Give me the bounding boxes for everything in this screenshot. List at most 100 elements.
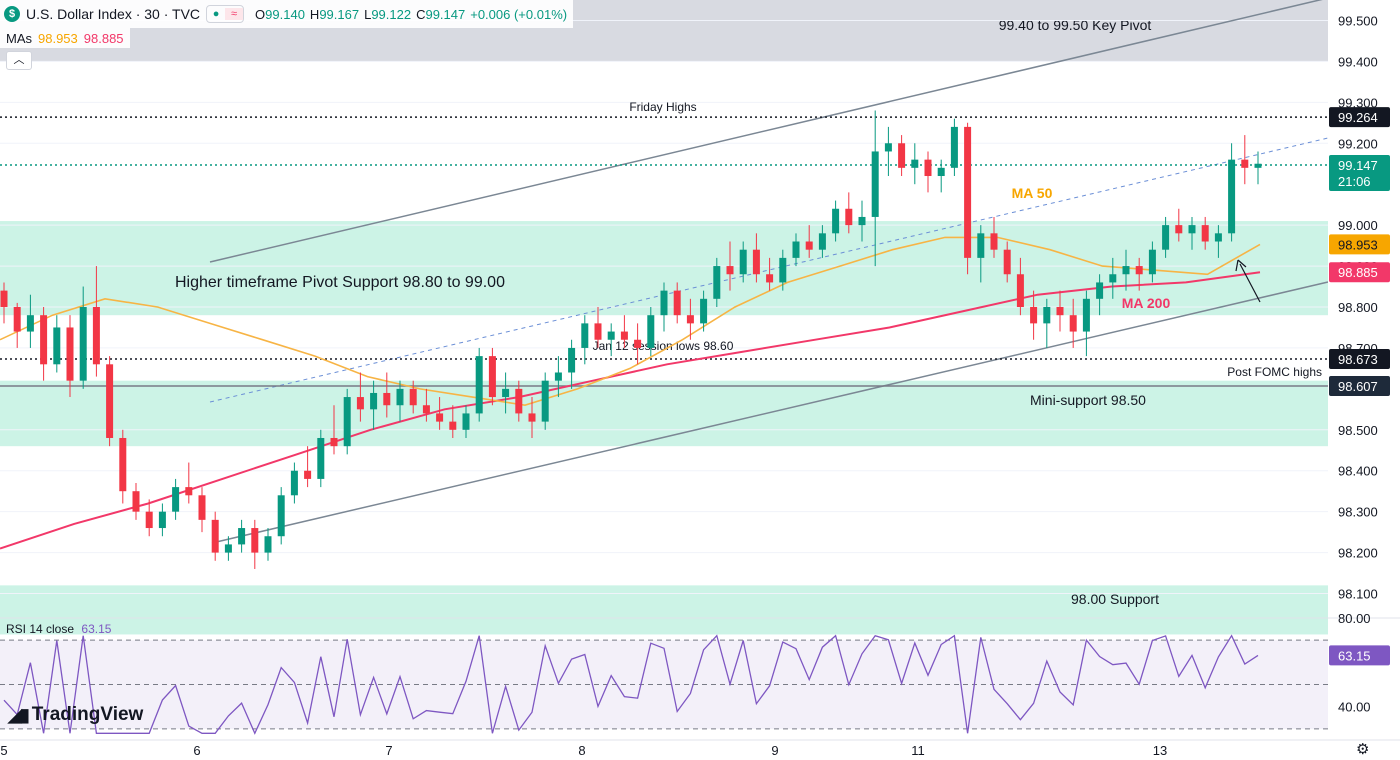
candle-body — [1109, 274, 1117, 283]
price-tag-bg — [1329, 262, 1390, 283]
candle-body — [53, 327, 61, 365]
candle-body — [475, 356, 483, 414]
open-label: O — [255, 6, 266, 22]
candle-body — [119, 437, 127, 492]
candle-body — [264, 536, 272, 553]
candle-body — [66, 327, 74, 381]
zone-label-1: Higher timeframe Pivot Support 98.80 to … — [175, 274, 505, 291]
candle-body — [132, 491, 140, 512]
candle-body — [13, 307, 21, 332]
candle-body — [898, 143, 906, 168]
candle-body — [634, 339, 642, 348]
candle-body — [198, 495, 206, 520]
time-tick-label: 7 — [385, 743, 392, 758]
data-delay-icon: ≈ — [225, 8, 244, 20]
rsi-line — [3, 634, 1259, 735]
friday-highs-label: Friday Highs — [629, 100, 696, 114]
high-value: 99.167 — [319, 6, 360, 22]
post-fomc-label: Post FOMC highs — [1227, 365, 1322, 379]
candle-body — [383, 392, 391, 406]
price-tick-label: 99.000 — [1338, 218, 1378, 233]
price-tag-bg — [1329, 154, 1390, 191]
rsi-label: RSI 14 close — [6, 622, 75, 636]
candle-body — [330, 437, 338, 447]
time-tick-label: 13 — [1153, 743, 1167, 758]
rsi-tick-label: 80.00 — [1338, 611, 1371, 626]
zone-2 — [0, 380, 1328, 447]
channel-upper-line — [209, 0, 1323, 263]
candle-body — [343, 397, 351, 447]
candle-body — [937, 167, 945, 177]
candle-body — [502, 388, 510, 398]
symbol-header: $ U.S. Dollar Index · 30 · TVC ● ≈ O 99.… — [0, 0, 574, 28]
close-value: 99.147 — [425, 6, 466, 22]
candle-body — [317, 437, 325, 479]
rsi-legend-value: 63.15 — [81, 622, 112, 636]
collapse-legend-button[interactable]: ︿ — [6, 51, 32, 70]
time-tick-label: 11 — [911, 743, 925, 758]
candle-body — [290, 470, 298, 496]
candle-body — [1175, 225, 1183, 234]
candle-body — [370, 392, 378, 410]
candle-body — [581, 323, 589, 348]
price-tag: 98.953 — [1338, 237, 1378, 252]
candle-body — [158, 511, 166, 529]
candle-body — [686, 315, 694, 324]
symbol-title[interactable]: U.S. Dollar Index · 30 · TVC — [26, 6, 201, 22]
ma50-legend-value: 98.953 — [38, 30, 78, 46]
candle-body — [739, 249, 747, 275]
rsi-legend[interactable]: RSI 14 close 63.15 — [6, 622, 111, 636]
candle-body — [409, 388, 417, 406]
candle-body — [1043, 307, 1051, 324]
ma200-line — [0, 271, 1261, 550]
candle-body — [766, 274, 774, 283]
candle-body — [1096, 282, 1104, 299]
candle-body — [436, 413, 444, 422]
candle-body — [145, 511, 153, 529]
candle-body — [1122, 266, 1130, 275]
price-tag: 98.607 — [1338, 379, 1378, 394]
candle-body — [488, 356, 496, 398]
candle-body — [726, 266, 734, 275]
candle-body — [924, 159, 932, 177]
candle-body — [1069, 315, 1077, 332]
candle-body — [620, 331, 628, 340]
status-pill[interactable]: ● ≈ — [206, 5, 245, 23]
candle-body — [26, 315, 34, 332]
tradingview-logo[interactable]: ◢▮ TradingView — [8, 704, 143, 726]
candle-body — [0, 290, 8, 307]
mas-legend[interactable]: MAs 98.953 98.885 — [0, 28, 130, 48]
candle-body — [1056, 307, 1064, 316]
candle-body — [779, 257, 787, 283]
tradingview-logo-icon: ◢▮ — [8, 704, 30, 725]
candle-body — [79, 307, 87, 381]
price-tick-label: 99.200 — [1338, 136, 1378, 151]
candle-body — [1082, 298, 1090, 332]
low-value: 99.122 — [371, 6, 412, 22]
ma50-label: MA 50 — [1012, 185, 1053, 201]
price-tag: 98.673 — [1338, 352, 1378, 367]
countdown-tag: 21:06 — [1338, 174, 1371, 189]
candle-body — [1254, 163, 1262, 168]
annotation-arrow — [1239, 263, 1261, 303]
candle-body — [977, 233, 985, 258]
zone-label-0: 99.40 to 99.50 Key Pivot — [999, 17, 1152, 33]
candle-body — [251, 528, 259, 553]
candle-body — [752, 249, 760, 275]
candle-body — [607, 331, 615, 340]
settings-icon[interactable]: ⚙ — [1356, 741, 1370, 758]
candle-body — [1241, 159, 1249, 168]
candle-body — [964, 126, 972, 258]
price-tag-bg — [1329, 107, 1390, 128]
price-tick-label: 99.300 — [1338, 95, 1378, 110]
candle-body — [422, 405, 430, 414]
market-status-icon: ● — [212, 8, 220, 20]
high-label: H — [309, 6, 320, 22]
price-tick-label: 98.400 — [1338, 464, 1378, 479]
price-tick-label: 99.400 — [1338, 54, 1378, 69]
price-tag: 99.264 — [1338, 110, 1378, 125]
candle-body — [818, 233, 826, 250]
price-tag: 98.885 — [1338, 265, 1378, 280]
candle-body — [594, 323, 602, 340]
